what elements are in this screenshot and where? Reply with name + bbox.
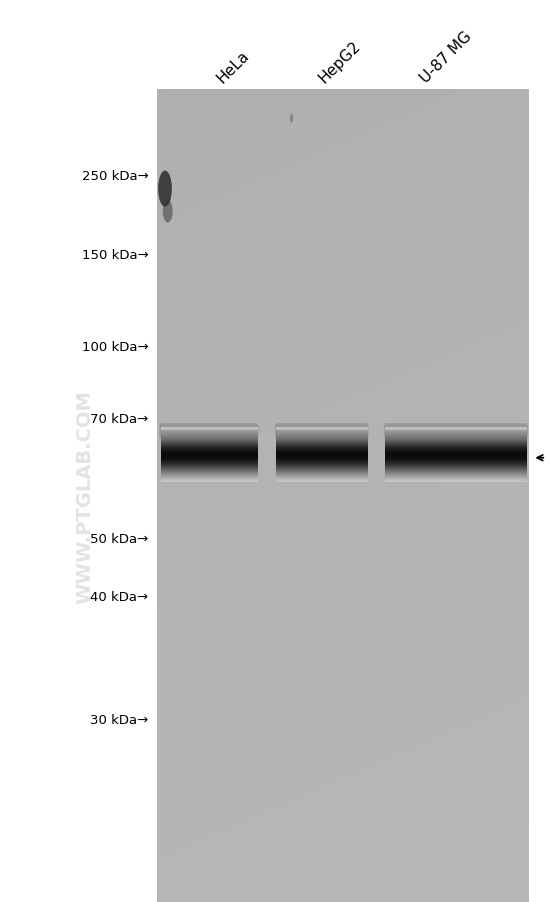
- Text: 100 kDa→: 100 kDa→: [82, 341, 148, 354]
- Text: WWW.PTGLAB.COM: WWW.PTGLAB.COM: [76, 390, 95, 603]
- Ellipse shape: [158, 171, 172, 207]
- Text: U-87 MG: U-87 MG: [418, 29, 475, 86]
- Text: HepG2: HepG2: [316, 38, 364, 86]
- Ellipse shape: [163, 200, 173, 223]
- FancyBboxPatch shape: [275, 424, 368, 439]
- FancyBboxPatch shape: [384, 424, 528, 439]
- Text: 40 kDa→: 40 kDa→: [90, 591, 148, 603]
- Text: 30 kDa→: 30 kDa→: [90, 713, 148, 726]
- Text: HeLa: HeLa: [214, 48, 252, 86]
- Text: 250 kDa→: 250 kDa→: [82, 170, 148, 182]
- FancyBboxPatch shape: [160, 424, 258, 439]
- Text: 150 kDa→: 150 kDa→: [82, 249, 148, 262]
- Text: 50 kDa→: 50 kDa→: [90, 533, 148, 546]
- Ellipse shape: [290, 115, 293, 124]
- Text: 70 kDa→: 70 kDa→: [90, 413, 148, 426]
